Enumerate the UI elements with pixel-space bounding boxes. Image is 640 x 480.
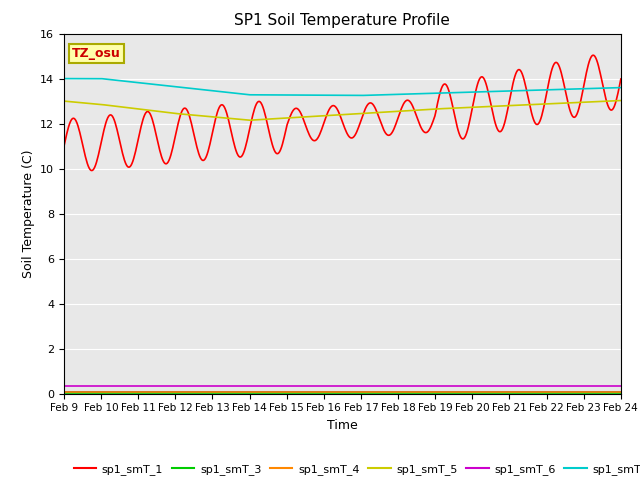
sp1_smT_4 bbox=[617, 390, 625, 396]
sp1_smT_2 bbox=[432, 390, 440, 396]
sp1_smT_5 bbox=[204, 113, 211, 119]
sp1_smT_1 bbox=[589, 52, 596, 58]
sp1_smT_4 bbox=[388, 390, 396, 396]
sp1_smT_1 bbox=[480, 76, 488, 82]
sp1_smT_3 bbox=[159, 390, 166, 396]
sp1_smT_7 bbox=[389, 92, 397, 97]
sp1_smT_6 bbox=[479, 383, 487, 389]
sp1_smT_3 bbox=[60, 390, 68, 396]
sp1_smT_1 bbox=[617, 76, 625, 82]
sp1_smT_6 bbox=[388, 383, 396, 389]
sp1_smT_1 bbox=[88, 168, 96, 173]
sp1_smT_2 bbox=[204, 390, 211, 396]
sp1_smT_6 bbox=[432, 383, 440, 389]
sp1_smT_4 bbox=[432, 390, 440, 396]
sp1_smT_6 bbox=[60, 383, 68, 389]
Line: sp1_smT_7: sp1_smT_7 bbox=[64, 79, 621, 96]
sp1_smT_5 bbox=[60, 98, 68, 104]
sp1_smT_2 bbox=[60, 390, 68, 396]
Title: SP1 Soil Temperature Profile: SP1 Soil Temperature Profile bbox=[234, 13, 451, 28]
sp1_smT_5 bbox=[617, 97, 625, 103]
sp1_smT_1 bbox=[60, 143, 68, 149]
Line: sp1_smT_1: sp1_smT_1 bbox=[64, 55, 621, 170]
sp1_smT_1 bbox=[204, 148, 212, 154]
sp1_smT_7 bbox=[356, 93, 364, 98]
sp1_smT_2 bbox=[617, 390, 625, 396]
sp1_smT_2 bbox=[312, 390, 320, 396]
sp1_smT_7 bbox=[60, 76, 68, 82]
sp1_smT_2 bbox=[479, 390, 487, 396]
sp1_smT_5 bbox=[159, 109, 166, 115]
sp1_smT_6 bbox=[159, 383, 166, 389]
sp1_smT_6 bbox=[617, 383, 625, 389]
sp1_smT_5 bbox=[433, 106, 440, 112]
sp1_smT_1 bbox=[159, 158, 167, 164]
Text: TZ_osu: TZ_osu bbox=[72, 47, 121, 60]
sp1_smT_3 bbox=[617, 390, 625, 396]
sp1_smT_3 bbox=[388, 390, 396, 396]
sp1_smT_4 bbox=[479, 390, 487, 396]
Legend: sp1_smT_1, sp1_smT_2, sp1_smT_3, sp1_smT_4, sp1_smT_5, sp1_smT_6, sp1_smT_7: sp1_smT_1, sp1_smT_2, sp1_smT_3, sp1_smT… bbox=[70, 460, 640, 480]
sp1_smT_4 bbox=[159, 390, 166, 396]
sp1_smT_2 bbox=[159, 390, 166, 396]
Line: sp1_smT_5: sp1_smT_5 bbox=[64, 100, 621, 120]
sp1_smT_7 bbox=[617, 84, 625, 90]
Y-axis label: Soil Temperature (C): Soil Temperature (C) bbox=[22, 149, 35, 278]
sp1_smT_5 bbox=[246, 117, 253, 123]
sp1_smT_4 bbox=[60, 390, 68, 396]
sp1_smT_7 bbox=[159, 83, 166, 88]
sp1_smT_7 bbox=[204, 87, 211, 93]
sp1_smT_7 bbox=[312, 92, 320, 98]
sp1_smT_6 bbox=[204, 383, 211, 389]
sp1_smT_5 bbox=[313, 113, 321, 119]
sp1_smT_4 bbox=[312, 390, 320, 396]
sp1_smT_5 bbox=[480, 104, 488, 109]
sp1_smT_7 bbox=[433, 90, 440, 96]
sp1_smT_2 bbox=[388, 390, 396, 396]
sp1_smT_4 bbox=[204, 390, 211, 396]
sp1_smT_1 bbox=[313, 136, 321, 142]
sp1_smT_3 bbox=[432, 390, 440, 396]
sp1_smT_6 bbox=[312, 383, 320, 389]
X-axis label: Time: Time bbox=[327, 419, 358, 432]
sp1_smT_5 bbox=[389, 108, 397, 114]
sp1_smT_3 bbox=[312, 390, 320, 396]
sp1_smT_3 bbox=[204, 390, 211, 396]
sp1_smT_3 bbox=[479, 390, 487, 396]
sp1_smT_1 bbox=[433, 104, 440, 110]
sp1_smT_7 bbox=[480, 89, 488, 95]
sp1_smT_1 bbox=[389, 128, 397, 133]
